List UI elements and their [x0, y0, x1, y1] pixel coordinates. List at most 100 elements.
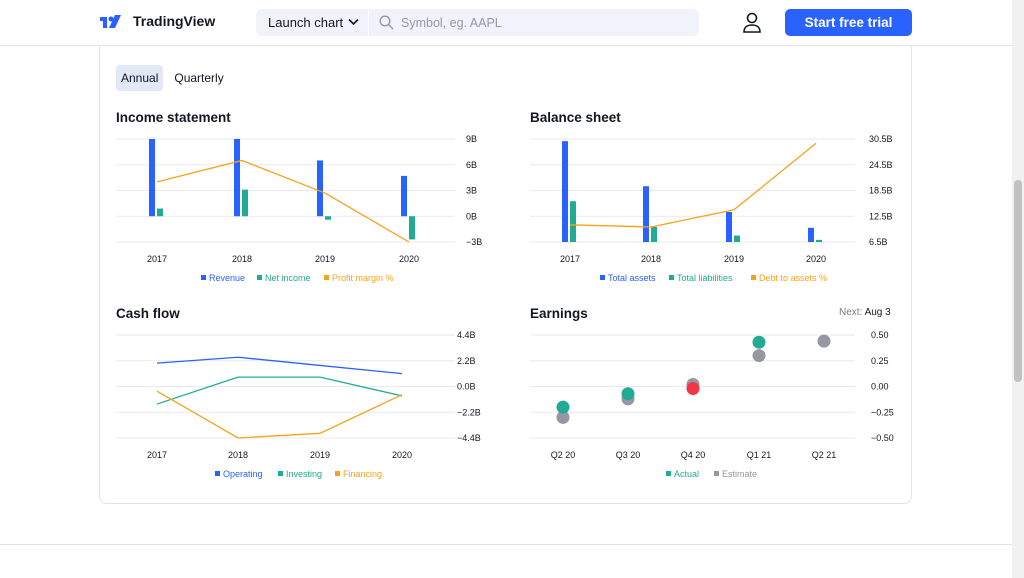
next-date-value: Aug 3 — [864, 307, 891, 318]
estimate-point — [817, 334, 831, 348]
legend-swatch — [324, 275, 329, 280]
y-tick-label: 24.5B — [869, 160, 893, 170]
y-tick-label: 18.5B — [869, 186, 893, 196]
series-line — [156, 390, 403, 439]
tradingview-logo[interactable]: TradingView — [100, 13, 215, 29]
search-icon — [379, 15, 394, 30]
y-tick-label: 0.50 — [871, 330, 889, 340]
x-tick-label: 2019 — [310, 450, 330, 460]
tab-annual[interactable]: Annual — [116, 65, 164, 91]
next-label: Next: — [839, 307, 863, 318]
next-earnings-date: Next: Aug 3 — [839, 307, 891, 318]
actual-point — [686, 382, 700, 396]
legend-label: Estimate — [722, 469, 757, 479]
y-tick-label: 2.2B — [457, 356, 476, 366]
bar — [643, 186, 649, 242]
series-line — [156, 159, 410, 243]
search-placeholder: Symbol, eg. AAPL — [401, 15, 502, 30]
bar — [317, 160, 323, 217]
legend-label: Total liabilities — [677, 273, 733, 283]
launch-chart-button[interactable]: Launch chart — [256, 9, 368, 36]
x-tick-label: 2020 — [806, 254, 826, 264]
legend-swatch — [335, 471, 340, 476]
bar — [808, 227, 814, 242]
legend-label: Debt to assets % — [759, 273, 827, 283]
x-tick-label: Q3 20 — [616, 450, 641, 460]
legend-label: Total assets — [608, 273, 656, 283]
symbol-search-input[interactable]: Symbol, eg. AAPL — [369, 9, 699, 36]
legend-swatch — [714, 471, 719, 476]
start-free-trial-button[interactable]: Start free trial — [785, 9, 912, 36]
x-tick-label: 2018 — [228, 450, 248, 460]
bar — [234, 139, 240, 217]
legend-swatch — [669, 275, 674, 280]
y-tick-label: 0.00 — [871, 382, 889, 392]
y-tick-label: 0.0B — [457, 382, 476, 392]
x-tick-label: 2019 — [315, 254, 335, 264]
bar — [401, 175, 407, 217]
estimate-point — [752, 349, 766, 363]
footer-divider — [0, 544, 1012, 545]
legend-swatch — [215, 471, 220, 476]
tradingview-logo-icon — [100, 15, 121, 28]
legend-swatch — [600, 275, 605, 280]
legend-label: Actual — [674, 469, 699, 479]
legend-label: Operating — [223, 469, 263, 479]
y-tick-label: 6.5B — [869, 237, 888, 247]
bar — [562, 141, 568, 242]
top-navigation-bar: TradingView Launch chart Symbol, eg. AAP… — [0, 0, 1012, 46]
legend-label: Profit margin % — [332, 273, 394, 283]
series-line — [569, 142, 817, 228]
x-tick-label: 2017 — [147, 450, 167, 460]
x-tick-label: 2017 — [147, 254, 167, 264]
period-tabs: Annual Quarterly — [116, 65, 229, 91]
x-tick-label: Q2 21 — [812, 450, 837, 460]
x-tick-label: 2017 — [560, 254, 580, 264]
bar — [242, 189, 248, 217]
legend-swatch — [278, 471, 283, 476]
x-tick-label: 2020 — [392, 450, 412, 460]
x-tick-label: Q1 21 — [747, 450, 772, 460]
legend-swatch — [666, 471, 671, 476]
x-tick-label: 2018 — [641, 254, 661, 264]
income-statement-title: Income statement — [116, 110, 231, 125]
y-tick-label: −0.50 — [871, 433, 894, 443]
x-tick-label: 2019 — [724, 254, 744, 264]
cash-flow-title: Cash flow — [116, 306, 180, 321]
bar — [409, 216, 415, 240]
legend-swatch — [751, 275, 756, 280]
x-tick-label: 2020 — [399, 254, 419, 264]
y-tick-label: 6B — [466, 160, 477, 170]
chevron-down-icon — [348, 18, 359, 26]
bar — [149, 139, 155, 217]
legend-swatch — [257, 275, 262, 280]
launch-chart-label: Launch chart — [268, 15, 344, 30]
y-tick-label: 30.5B — [869, 134, 893, 144]
y-tick-label: −2.2B — [457, 407, 481, 417]
page-scrollbar[interactable] — [1012, 0, 1024, 578]
y-tick-label: 12.5B — [869, 211, 893, 221]
scrollbar-thumb[interactable] — [1014, 180, 1022, 382]
tab-quarterly[interactable]: Quarterly — [174, 71, 224, 85]
estimate-point — [556, 410, 570, 424]
y-tick-label: 0.25 — [871, 356, 889, 366]
legend-label: Financing — [343, 469, 382, 479]
financials-card — [99, 46, 912, 504]
user-icon[interactable] — [742, 12, 762, 33]
legend-label: Investing — [286, 469, 322, 479]
series-line — [156, 356, 403, 375]
bar — [726, 211, 732, 242]
actual-point — [556, 400, 570, 414]
legend-label: Net income — [265, 273, 311, 283]
legend-swatch — [201, 275, 206, 280]
y-tick-label: 3B — [466, 186, 477, 196]
y-tick-label: 0B — [466, 211, 477, 221]
x-tick-label: Q2 20 — [551, 450, 576, 460]
x-tick-label: Q4 20 — [681, 450, 706, 460]
series-line — [156, 376, 403, 405]
y-tick-label: 9B — [466, 134, 477, 144]
bar — [734, 235, 740, 242]
bar — [570, 201, 576, 242]
y-tick-label: −0.25 — [871, 407, 894, 417]
